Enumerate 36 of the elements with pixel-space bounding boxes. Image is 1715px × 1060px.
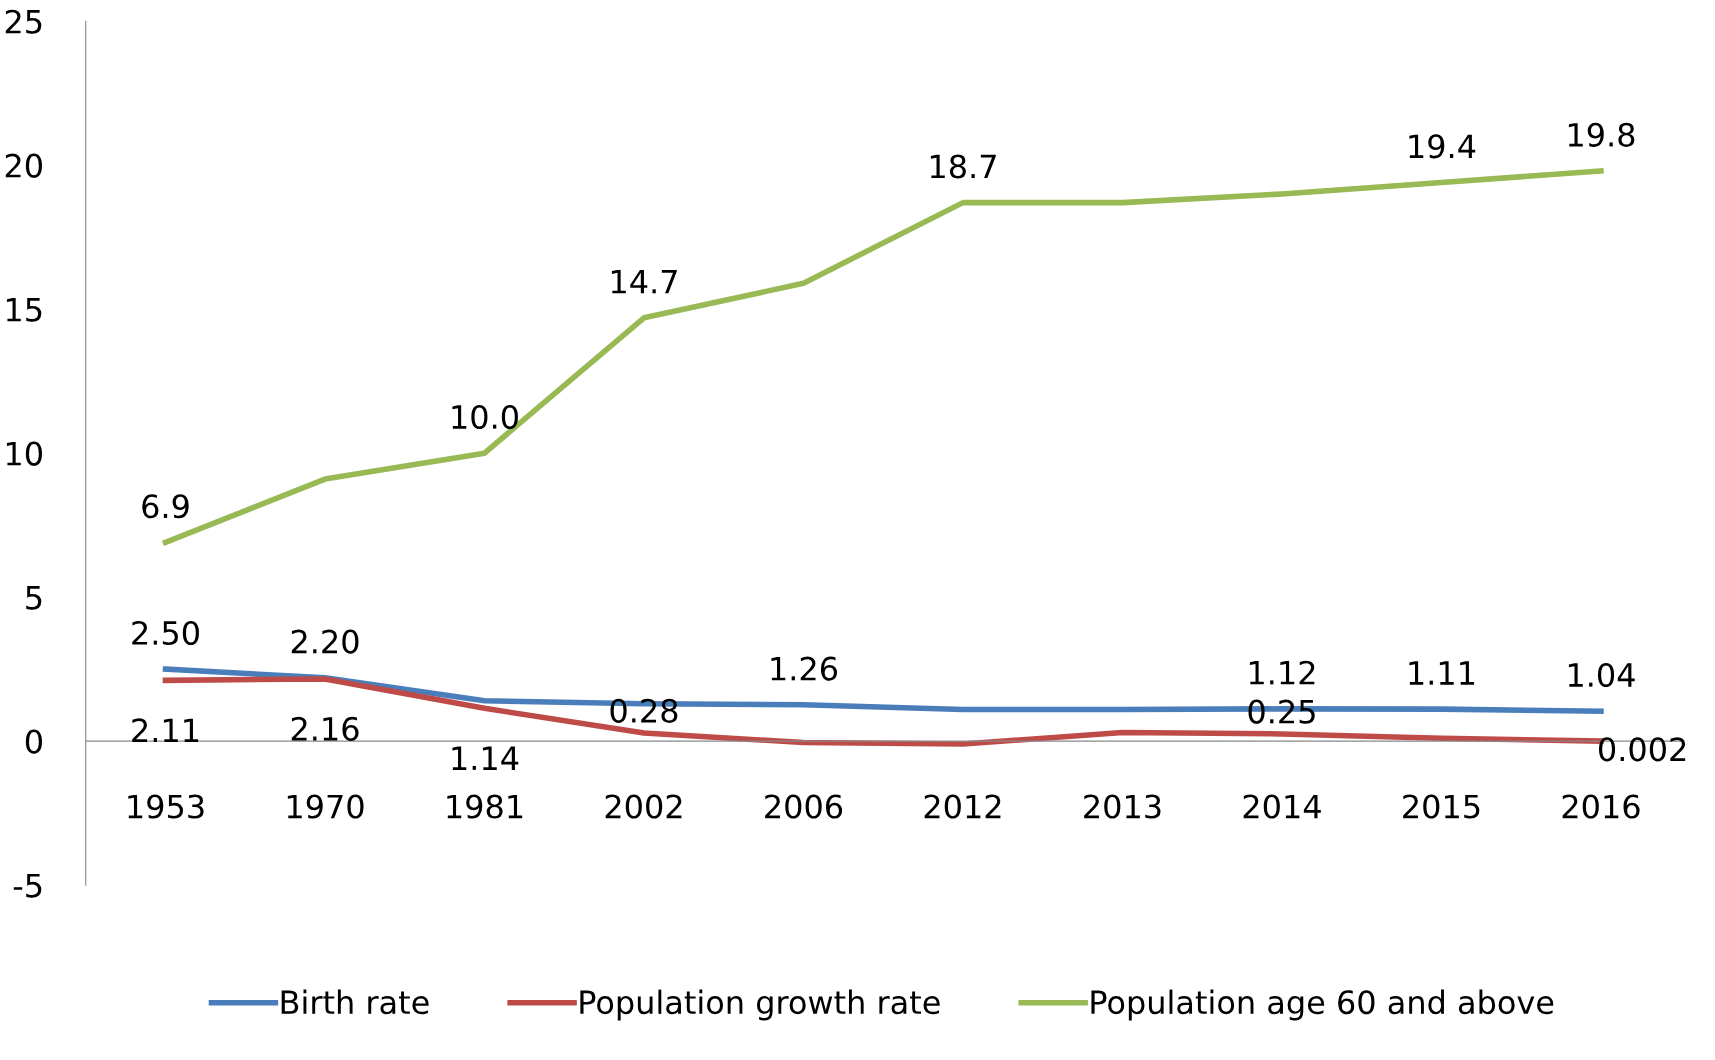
- legend-label: Birth rate: [281, 989, 429, 1015]
- y-tick-label: 25: [5, 9, 42, 34]
- data-label: 1.04: [1568, 662, 1635, 688]
- y-tick-label: 10: [6, 441, 42, 466]
- legend-label: Population age 60 and above: [1091, 989, 1554, 1021]
- x-tick-label: 2002: [605, 794, 682, 819]
- data-label: 0.002: [1599, 737, 1686, 762]
- x-tick-label: 2012: [924, 794, 1001, 819]
- data-label: 18.7: [930, 154, 996, 179]
- x-tick-label: 2016: [1562, 794, 1640, 819]
- data-label: 6.9: [142, 494, 189, 519]
- y-tick-label: 0: [25, 729, 42, 754]
- data-label: 1.14: [452, 746, 519, 770]
- data-label: 14.7: [611, 270, 677, 294]
- data-label: 2.20: [291, 629, 359, 654]
- x-tick-label: 1953: [128, 794, 204, 819]
- x-tick-label: 1970: [287, 794, 364, 819]
- data-label: 2.50: [132, 620, 199, 646]
- data-label: 2.11: [132, 718, 199, 742]
- y-tick-label: 15: [6, 298, 42, 322]
- data-label: 1.11: [1409, 661, 1475, 685]
- y-tick-label: 20: [5, 153, 42, 178]
- data-label: 1.12: [1249, 660, 1315, 685]
- data-label: 19.4: [1409, 134, 1476, 159]
- data-label: 1.26: [771, 656, 838, 681]
- legend-label: Population growth rate: [580, 989, 940, 1021]
- data-label: 2.16: [291, 716, 359, 741]
- x-tick-label: 2006: [765, 794, 843, 819]
- y-tick-label: -5: [13, 873, 42, 898]
- x-tick-label: 2014: [1243, 794, 1321, 819]
- x-tick-label: 2013: [1084, 794, 1161, 819]
- data-label: 19.8: [1568, 122, 1635, 147]
- x-tick-label: 2015: [1403, 794, 1480, 819]
- y-tick-label: 5: [26, 585, 42, 610]
- data-label: 10.0: [452, 404, 518, 430]
- x-tick-label: 1981: [447, 794, 523, 819]
